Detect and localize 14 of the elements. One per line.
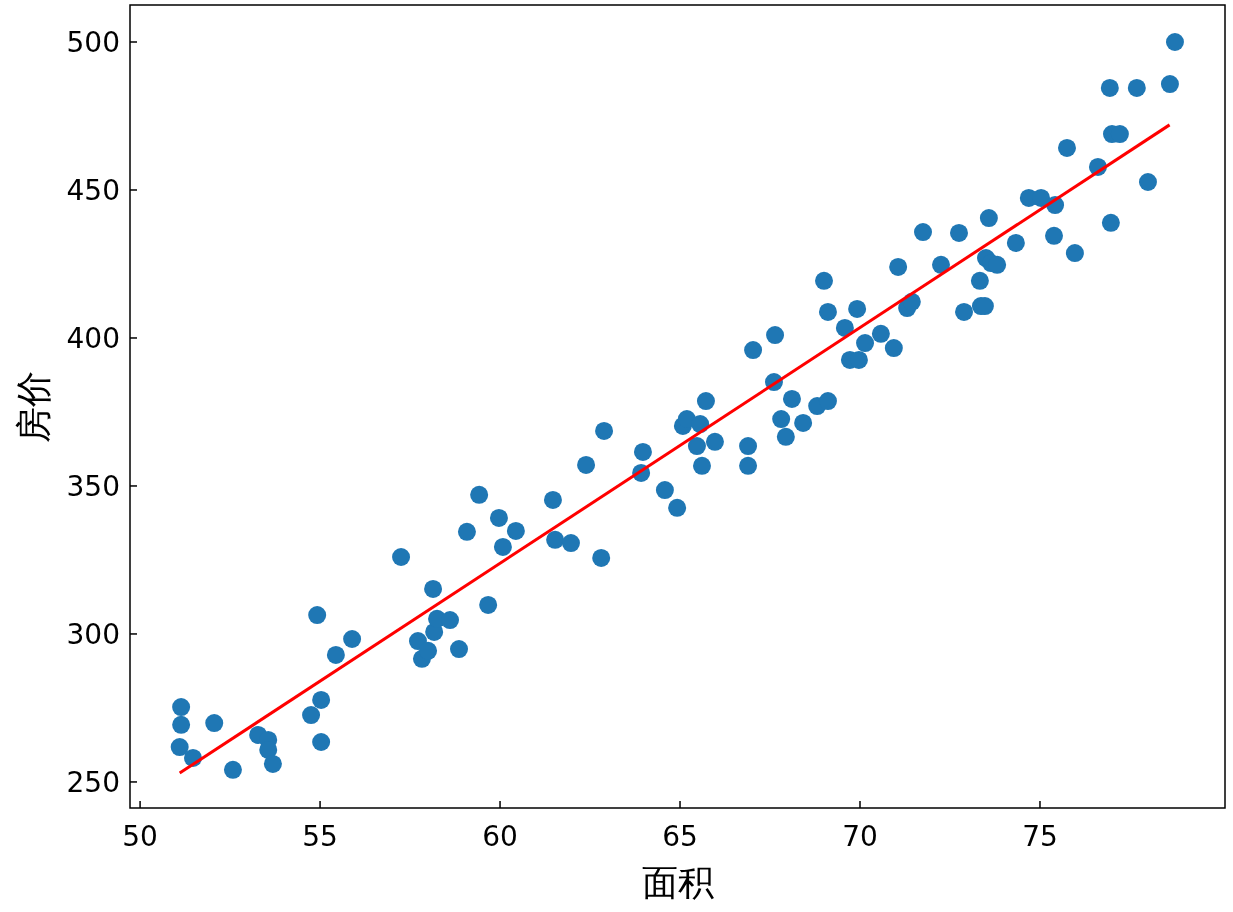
- x-tick-label: 60: [482, 820, 518, 853]
- x-tick-label: 70: [842, 820, 878, 853]
- y-tick-label: 250: [66, 765, 120, 799]
- y-tick-label: 450: [66, 173, 120, 207]
- x-tick-label: 65: [662, 820, 698, 853]
- y-tick-label: 500: [66, 26, 120, 59]
- x-tick-label: 50: [122, 820, 158, 853]
- y-tick-label: 400: [66, 321, 120, 355]
- y-axis-title: 房价: [13, 370, 54, 443]
- x-tick-label: 75: [1022, 820, 1058, 853]
- x-axis-title: 面积: [641, 862, 714, 903]
- y-tick-label: 300: [66, 617, 120, 651]
- y-tick-label: 350: [66, 469, 120, 503]
- x-tick-label: 55: [302, 820, 338, 853]
